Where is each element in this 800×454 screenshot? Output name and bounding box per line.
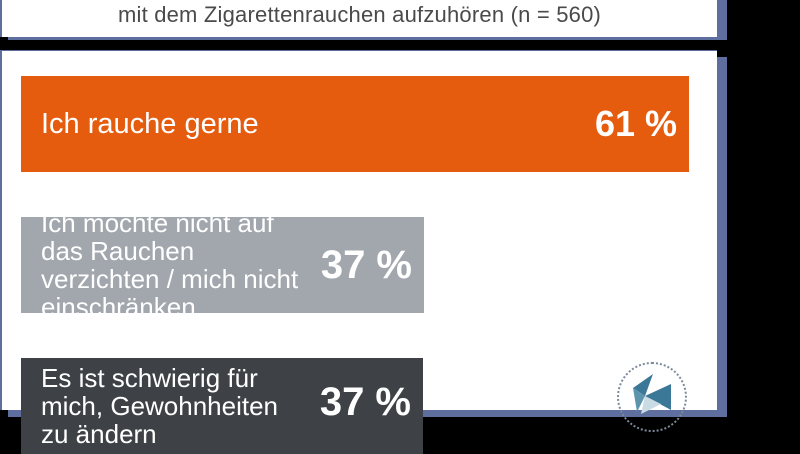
bar-label: Ich möchte nicht auf das Rauchen verzich… — [41, 208, 299, 322]
logo-emblem-icon — [617, 362, 687, 432]
chart-title: mit dem Zigarettenrauchen aufzuhören (n … — [117, 2, 602, 27]
bar-rauche-gerne: Ich rauche gerne 61 % — [21, 76, 689, 172]
bar-label: Es ist schwierig für mich, Gewohnheiten … — [41, 363, 279, 449]
bar-gewohnheiten-aendern: Es ist schwierig für mich, Gewohnheiten … — [21, 358, 423, 454]
logo-shape-icon — [633, 374, 671, 414]
title-panel: mit dem Zigarettenrauchen aufzuhören (n … — [0, 0, 717, 37]
bar-value: 37 % — [320, 242, 412, 287]
bar-label: Ich rauche gerne — [41, 108, 259, 140]
bar-nicht-verzichten: Ich möchte nicht auf das Rauchen verzich… — [21, 209, 424, 321]
bar-value: 61 % — [594, 103, 677, 144]
bar-value: 37 % — [319, 380, 411, 424]
